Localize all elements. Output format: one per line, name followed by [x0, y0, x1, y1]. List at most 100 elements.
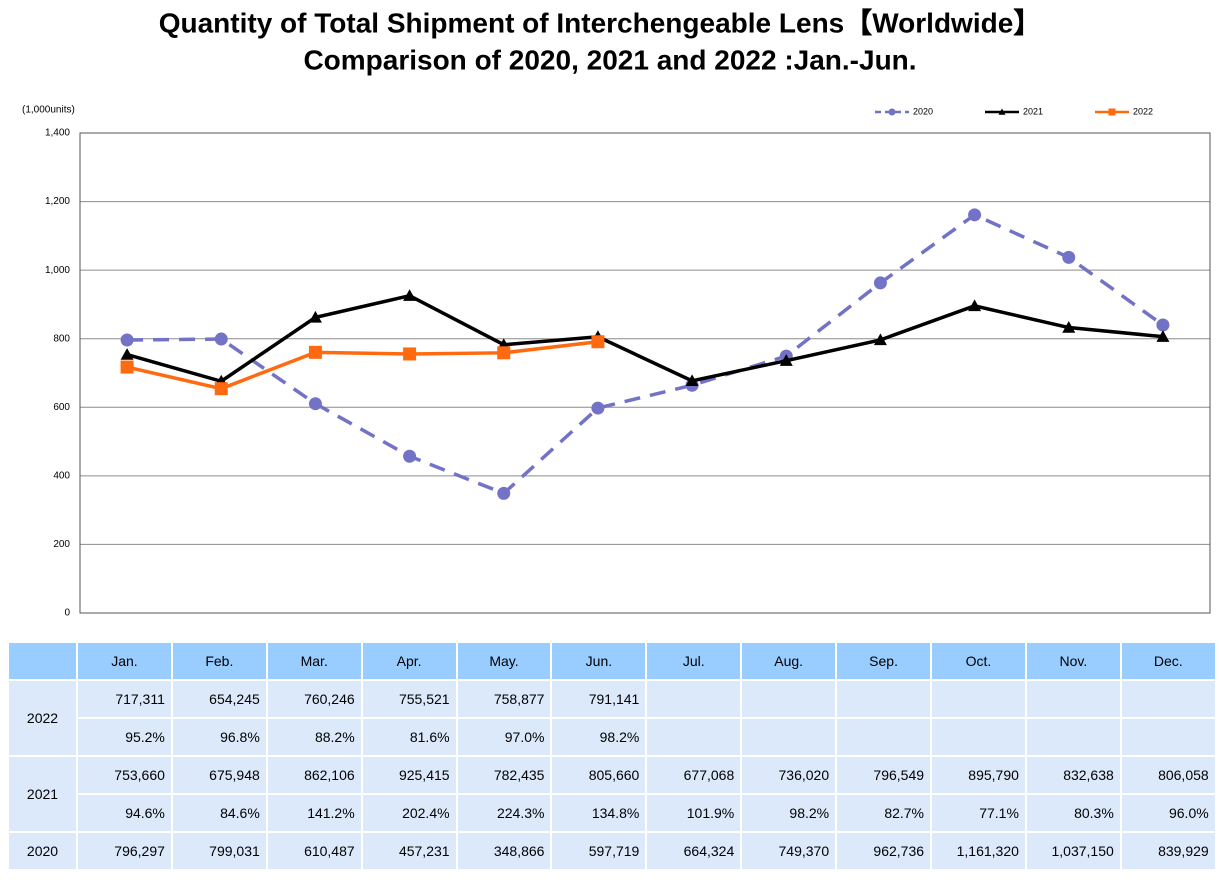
- table-cell: 141.2%: [265, 793, 363, 833]
- table-cell: 796,297: [76, 831, 173, 871]
- table-cell: 134.8%: [550, 793, 648, 833]
- cell-value: 457,231: [398, 843, 450, 859]
- cell-value: 610,487: [304, 843, 355, 859]
- cell-value: 717,311: [115, 691, 165, 707]
- header-cell: Feb.: [170, 641, 268, 681]
- cell-value: 862,106: [304, 767, 355, 783]
- table-cell: [930, 679, 1027, 719]
- table-cell: 806,058: [1119, 755, 1217, 795]
- cell-value: 134.8%: [591, 805, 640, 821]
- point-marker: [1062, 250, 1076, 264]
- table-row: 95.2% 96.8% 88.2% 81.6% 97.0% 98.2%: [8, 717, 1217, 757]
- table-cell: 677,068: [645, 755, 743, 795]
- cell-value: 753,660: [114, 767, 165, 783]
- table-cell: 94.6%: [76, 793, 173, 833]
- plot-border: [79, 132, 1211, 614]
- table-cell: [645, 717, 743, 757]
- cell-value: 799,031: [209, 843, 260, 859]
- point-marker: [120, 360, 134, 374]
- series-line: [126, 293, 1164, 384]
- point-marker: [1156, 318, 1170, 332]
- table-cell: 457,231: [360, 831, 458, 871]
- table-cell: 782,435: [455, 755, 553, 795]
- cell-value: 805,660: [588, 767, 640, 783]
- point-marker: [308, 345, 322, 359]
- point-marker: [1156, 330, 1170, 342]
- table-cell: 610,487: [265, 831, 363, 871]
- table-cell: 664,324: [645, 831, 743, 871]
- table-cell: 962,736: [835, 831, 933, 871]
- table-cell: 84.6%: [170, 793, 268, 833]
- series-line: [126, 340, 599, 391]
- table-cell: [740, 679, 838, 719]
- table-cell: [835, 717, 933, 757]
- point-marker: [120, 348, 134, 360]
- y-tick-label: 1,400: [45, 128, 70, 139]
- legend-label: 2020: [913, 106, 933, 116]
- cell-value: 758,877: [493, 691, 545, 707]
- table-cell: 81.6%: [360, 717, 458, 757]
- table-cell: 736,020: [740, 755, 838, 795]
- table-cell: 753,660: [76, 755, 173, 795]
- cell-value: 796,297: [114, 843, 165, 859]
- group-label: 2020: [7, 831, 78, 871]
- point-marker: [403, 289, 417, 301]
- y-tick-label: 400: [53, 470, 70, 481]
- data-table: Jan. Feb. Mar. Apr. May. Jun. Jul. Aug. Sep. Oct.…: [7, 641, 1217, 871]
- header-cell: Mar.: [265, 641, 363, 681]
- header-cell: Dec.: [1119, 641, 1217, 681]
- table-row: 2020 796,297 799,031 610,487 457,231 348,866 5…: [7, 831, 1217, 871]
- cell-value: 141.2%: [307, 805, 355, 821]
- cell-value: 84.6%: [220, 805, 260, 821]
- table-cell: 202.4%: [360, 793, 458, 833]
- table-cell: 101.9%: [645, 793, 743, 833]
- table-cell: 755,521: [360, 679, 458, 719]
- cell-value: 839,929: [1158, 843, 1209, 859]
- cell-value: 80.3%: [1074, 805, 1114, 821]
- table-cell: [1119, 717, 1217, 757]
- table-cell: [1024, 717, 1122, 757]
- cell-value: 791,141: [588, 691, 640, 707]
- header-cell: May.: [455, 641, 553, 681]
- table-cell: 717,311: [76, 679, 173, 719]
- table-cell: [1119, 679, 1217, 719]
- table-cell: [645, 679, 743, 719]
- cell-value: 925,415: [398, 767, 450, 783]
- point-marker: [497, 346, 511, 360]
- y-tick-label: 600: [53, 402, 70, 413]
- cell-value: 1,161,320: [956, 843, 1019, 859]
- cell-value: 1,037,150: [1051, 843, 1114, 859]
- chart-subtitle: Comparison of 2020, 2021 and 2022 :Jan.-…: [303, 44, 916, 75]
- header-cell: Nov.: [1024, 641, 1122, 681]
- table-cell: 760,246: [265, 679, 363, 719]
- table-cell: 791,141: [550, 679, 648, 719]
- y-tick-label: 1,200: [45, 196, 70, 207]
- cell-value: 77.1%: [979, 805, 1019, 821]
- group-label: 2021: [7, 755, 78, 833]
- header-cell: Apr.: [360, 641, 458, 681]
- table-cell: 88.2%: [265, 717, 363, 757]
- table-cell: [930, 717, 1027, 757]
- point-marker: [873, 276, 887, 290]
- point-marker: [497, 486, 511, 500]
- y-tick-label: 200: [53, 539, 70, 550]
- y-tick-label: 800: [53, 333, 70, 344]
- header-corner: [7, 641, 78, 681]
- legend-label: 2022: [1133, 106, 1153, 116]
- cell-value: 96.8%: [220, 729, 260, 745]
- table-cell: 799,031: [170, 831, 268, 871]
- group-label: 2022: [7, 679, 78, 757]
- cell-value: 749,370: [778, 843, 830, 859]
- chart: Quantity of Total Shipment of Intercheng…: [22, 7, 1211, 619]
- table-cell: 839,929: [1119, 831, 1217, 871]
- cell-value: 654,245: [209, 691, 260, 707]
- header-cell: Jul.: [645, 641, 743, 681]
- point-marker: [403, 449, 417, 463]
- cell-value: 98.2%: [599, 729, 640, 745]
- chart-title: Quantity of Total Shipment of Intercheng…: [159, 7, 1042, 38]
- table-cell: 675,948: [170, 755, 268, 795]
- cell-value: 597,719: [588, 843, 640, 859]
- point-marker: [591, 335, 605, 349]
- cell-value: 782,435: [493, 767, 545, 783]
- table-cell: 348,866: [455, 831, 553, 871]
